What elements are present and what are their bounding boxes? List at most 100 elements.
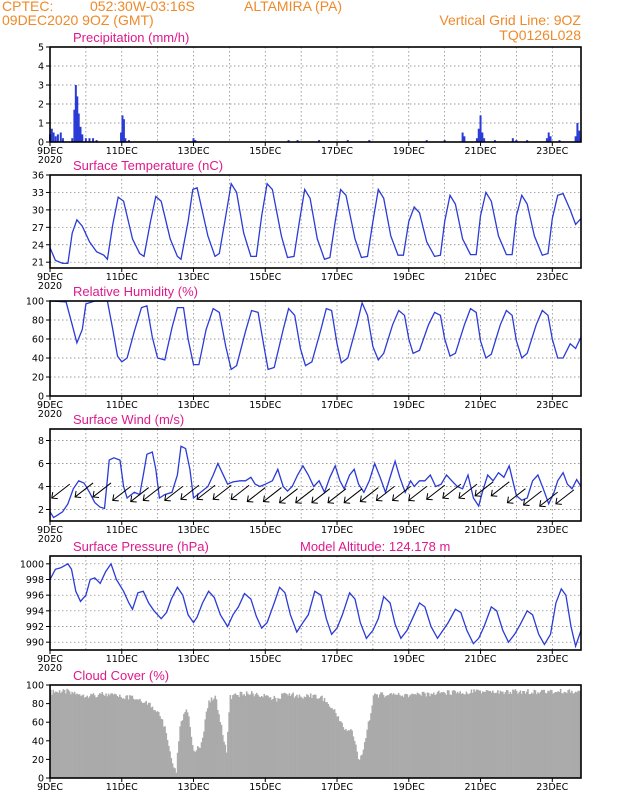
- cloud-bar: [372, 695, 375, 778]
- cloud-bar: [529, 694, 532, 778]
- cloud-bar: [566, 693, 568, 778]
- cloud-bar: [313, 694, 316, 778]
- cloud-bar: [119, 694, 121, 778]
- cloud-bar: [53, 692, 56, 778]
- cloud-bar: [424, 693, 426, 778]
- cloud-bar: [485, 690, 488, 778]
- cloud-bar: [309, 693, 312, 778]
- cloud-bar: [505, 689, 508, 778]
- cloud-bar: [557, 691, 559, 778]
- press-line: [49, 562, 582, 649]
- precip-ytick-label: 3: [38, 81, 44, 92]
- cloud-bar: [291, 694, 293, 778]
- cloud-bar: [173, 767, 175, 778]
- press-year-label: 2020: [38, 663, 62, 674]
- cloud-bar: [358, 759, 361, 778]
- cloud-bar: [451, 690, 454, 778]
- press-xtick-label: 23DEC: [536, 654, 568, 665]
- cloud-bar: [239, 691, 242, 778]
- cloud-bar: [326, 701, 328, 778]
- cloud-bar: [520, 693, 523, 778]
- cloud-bar: [242, 695, 244, 778]
- rh-ytick-label: 0: [38, 392, 44, 403]
- cloud-bar: [249, 694, 252, 778]
- cloud-bar: [65, 693, 67, 778]
- wind-arrow: [426, 484, 445, 501]
- cloud-bar: [399, 695, 401, 778]
- cloud-bar: [544, 692, 547, 778]
- cloud-bar: [163, 726, 165, 778]
- wind-arrow: [212, 484, 232, 501]
- cloud-bar: [243, 694, 245, 778]
- cloud-bar: [405, 693, 407, 778]
- cloud-bar: [577, 690, 579, 778]
- wind-arrow: [506, 488, 526, 504]
- cloud-bar: [107, 693, 110, 778]
- cloud-bar: [402, 697, 405, 778]
- precip-bar: [95, 140, 98, 142]
- cloud-bar: [111, 693, 114, 778]
- cloud-bar: [61, 691, 63, 778]
- wind-ytick-label: 6: [38, 459, 44, 470]
- cloud-bar: [572, 693, 574, 778]
- precip-bar: [483, 138, 486, 142]
- precip-bar: [73, 109, 76, 142]
- temp-xtick-label: 13DEC: [177, 272, 209, 283]
- cloud-bar: [433, 692, 435, 778]
- cloud-bar: [109, 695, 111, 778]
- cloud-bar: [121, 698, 124, 778]
- precip-year-label: 2020: [38, 155, 62, 166]
- cloud-bar: [419, 694, 421, 778]
- cloud-bar: [281, 693, 283, 778]
- rh-xtick-label: 13DEC: [177, 400, 209, 411]
- precip-bar: [121, 115, 124, 142]
- cloud-bar: [390, 692, 392, 778]
- cloud-bar: [155, 711, 158, 778]
- cloud-bar: [96, 697, 99, 778]
- panel-cloud: Cloud Cover (%) 0 20 40 60 80 100 9DEC 11DEC 13DE…: [26, 668, 582, 793]
- cloud-bar: [397, 692, 400, 778]
- cloud-bar: [66, 688, 68, 778]
- cloud-bar: [264, 695, 267, 778]
- cloud-bar: [63, 689, 66, 778]
- cloud-bar: [429, 696, 431, 778]
- cloud-bar: [75, 694, 77, 778]
- cloud-bar: [508, 693, 510, 778]
- cloud-bar: [576, 692, 578, 778]
- cloud-bar: [257, 694, 259, 778]
- wind-ytick-label: 2: [38, 505, 44, 516]
- cloud-bar: [154, 709, 156, 778]
- cloud-ytick-label: 100: [26, 681, 44, 692]
- precip-bar: [368, 140, 371, 142]
- cloud-bar: [463, 694, 465, 778]
- cloud-bar: [348, 730, 351, 778]
- press-xtick-label: 21DEC: [465, 654, 497, 665]
- cloud-bar: [554, 691, 557, 778]
- cloud-bar: [52, 689, 55, 778]
- cloud-bar: [406, 694, 409, 778]
- cloud-bar: [528, 694, 530, 778]
- precip-bar: [558, 140, 561, 142]
- cloud-bar: [434, 695, 436, 778]
- wind-arrow: [130, 487, 150, 503]
- cloud-bar: [356, 751, 358, 778]
- cloud-bar: [328, 706, 331, 778]
- cloud-bar: [229, 695, 232, 778]
- cloud-bar: [168, 745, 170, 778]
- cloud-bar: [525, 691, 528, 778]
- cloud-bar: [214, 695, 217, 778]
- wind-xtick-label: 11DEC: [106, 525, 138, 536]
- rh-ytick-label: 80: [32, 316, 44, 327]
- cloud-bar: [537, 692, 539, 778]
- temp-xtick-label: 9DEC: [37, 272, 63, 283]
- header-datetime: 09DEC2020 9OZ (GMT): [2, 12, 154, 28]
- cloud-bar: [105, 693, 107, 778]
- cloud-bar: [208, 700, 210, 778]
- cloud-bar: [122, 698, 125, 778]
- cloud-bar: [135, 699, 137, 778]
- cloud-bar: [440, 692, 443, 778]
- cloud-bar: [411, 693, 414, 778]
- cloud-bar: [164, 726, 166, 778]
- press-xtick-label: 13DEC: [177, 654, 209, 665]
